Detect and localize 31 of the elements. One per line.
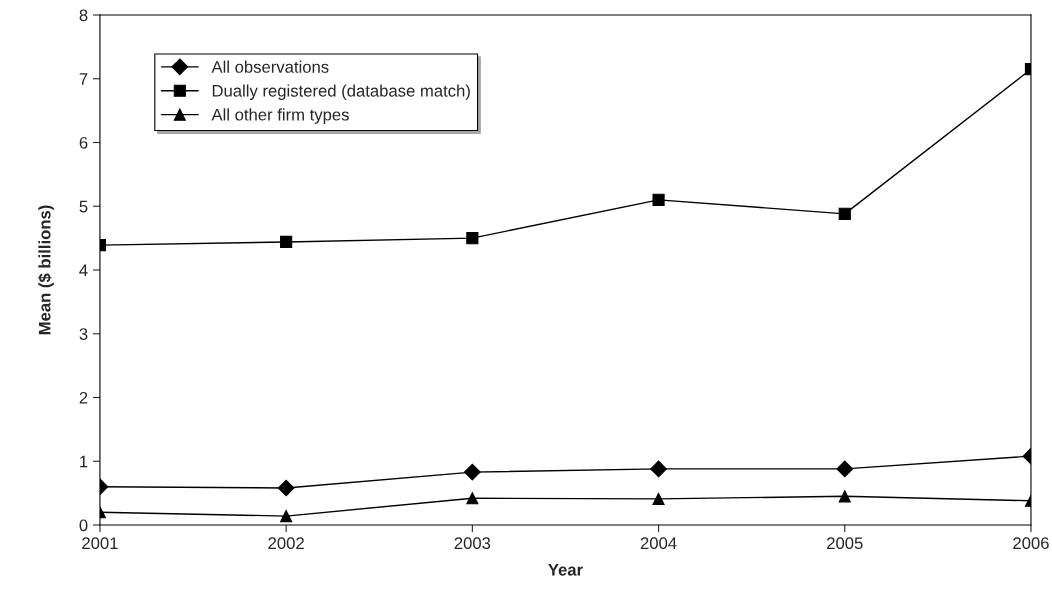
point xyxy=(838,490,851,503)
y-tick-label: 4 xyxy=(79,264,88,277)
y-tick-label: 3 xyxy=(79,328,88,340)
legend-label: Dually registered (database match) xyxy=(212,84,470,101)
point xyxy=(652,193,665,206)
point xyxy=(277,479,295,497)
y-axis-title: Mean ($ billions) xyxy=(38,205,54,335)
y-tick-label: 7 xyxy=(79,73,88,85)
point xyxy=(652,492,665,505)
legend-label: All observations xyxy=(211,60,329,73)
y-tick-label: 6 xyxy=(79,136,88,149)
y-tick-label: 8 xyxy=(79,9,88,22)
y-tick-label: 0 xyxy=(79,519,88,532)
legend-label: All other firm types xyxy=(211,108,349,124)
x-tick-label: 2005 xyxy=(827,537,863,550)
point xyxy=(838,207,851,220)
point xyxy=(466,492,479,505)
point xyxy=(650,460,667,478)
y-tick-label: 1 xyxy=(80,455,88,468)
x-tick-label: 2003 xyxy=(454,537,491,550)
point xyxy=(280,235,293,249)
point xyxy=(466,232,479,245)
x-tick-label: 2004 xyxy=(640,537,677,550)
x-axis-title: Year xyxy=(548,564,583,576)
y-tick-label: 5 xyxy=(79,200,88,213)
point xyxy=(280,510,293,523)
y-tick-label: 2 xyxy=(79,391,88,404)
x-tick-label: 2002 xyxy=(268,537,304,550)
point xyxy=(463,463,481,481)
x-tick-label: 2006 xyxy=(1013,537,1049,550)
x-tick-label: 2001 xyxy=(82,537,118,550)
